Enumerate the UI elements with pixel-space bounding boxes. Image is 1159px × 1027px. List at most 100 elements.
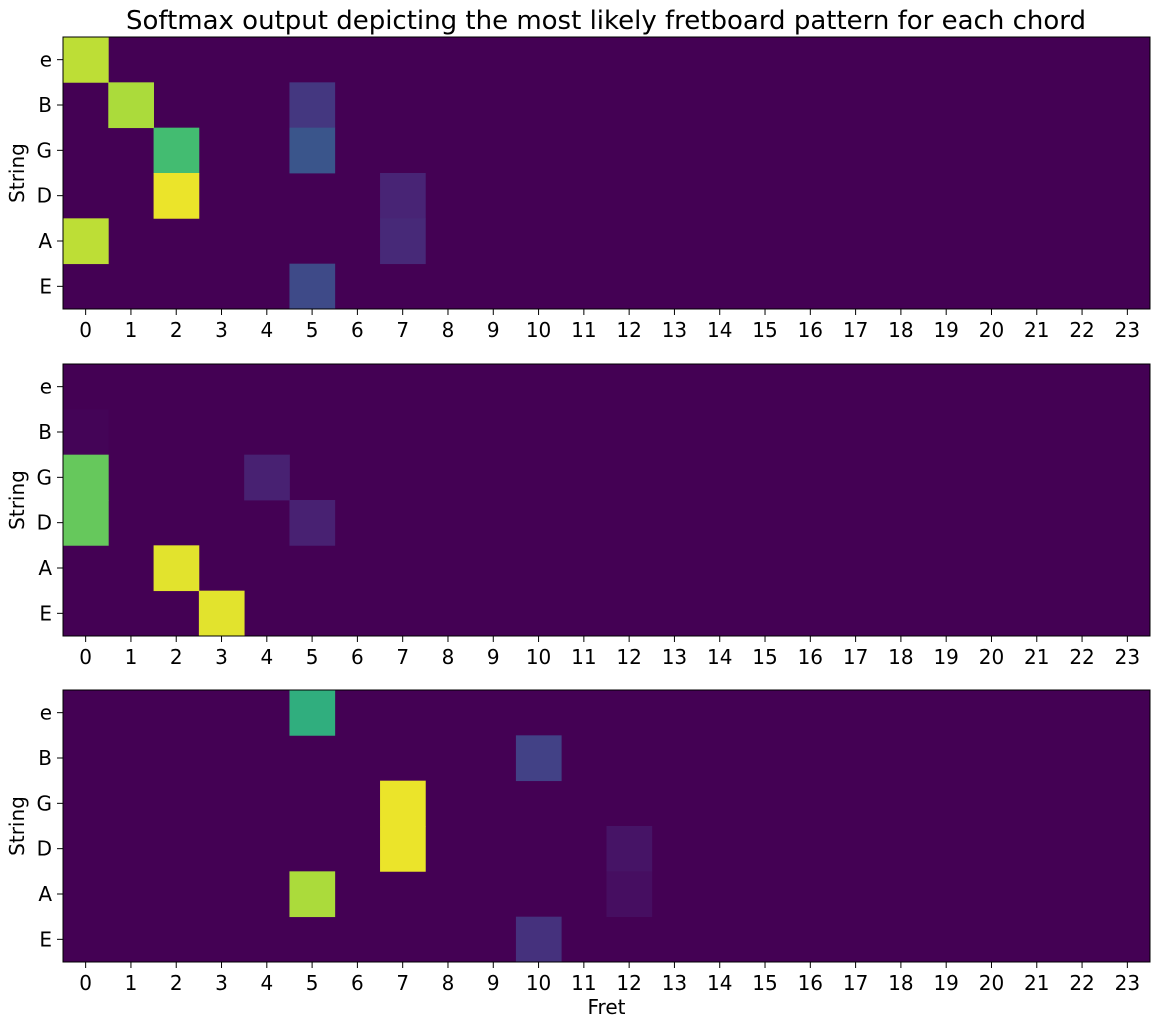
- x-tick-label: 8: [442, 971, 455, 995]
- x-tick-label: 15: [752, 645, 777, 669]
- x-tick-label: 14: [707, 318, 732, 342]
- heatmap-cell-A-7: [380, 218, 426, 265]
- x-tick-label: 14: [707, 971, 732, 995]
- x-tick-label: 1: [125, 318, 138, 342]
- x-tick-label: 2: [170, 645, 183, 669]
- y-tick-label: e: [40, 701, 52, 725]
- x-tick-label: 16: [798, 645, 823, 669]
- y-tick-label: E: [39, 274, 52, 298]
- x-axis-label: Fret: [588, 995, 626, 1019]
- x-tick-label: 10: [526, 318, 551, 342]
- x-tick-label: 5: [306, 645, 319, 669]
- y-tick-label: A: [38, 556, 52, 580]
- x-tick-label: 9: [487, 971, 500, 995]
- x-tick-label: 3: [215, 971, 228, 995]
- heatmap-cell-A-12: [606, 871, 653, 918]
- x-tick-label: 0: [79, 645, 92, 669]
- x-tick-label: 17: [843, 645, 868, 669]
- x-tick-label: 19: [933, 318, 958, 342]
- x-tick-label: 6: [351, 971, 364, 995]
- y-tick-label: A: [38, 229, 52, 253]
- x-tick-label: 2: [170, 971, 183, 995]
- heatmap-cell-D-12: [606, 826, 653, 872]
- heatmap-cell-G-0: [63, 454, 109, 501]
- x-tick-label: 14: [707, 645, 732, 669]
- x-tick-label: 18: [888, 318, 913, 342]
- heatmap-cell-E-3: [198, 590, 245, 637]
- x-tick-label: 12: [616, 645, 641, 669]
- y-tick-label: D: [37, 511, 52, 535]
- x-tick-label: 20: [979, 645, 1004, 669]
- y-tick-label: B: [38, 93, 52, 117]
- x-tick-label: 17: [843, 971, 868, 995]
- x-tick-label: 3: [215, 318, 228, 342]
- x-tick-label: 23: [1115, 318, 1140, 342]
- y-tick-label: B: [38, 746, 52, 770]
- x-tick-label: 13: [662, 318, 687, 342]
- heatmap-cell-E-10: [515, 916, 562, 963]
- x-tick-label: 22: [1069, 318, 1094, 342]
- x-tick-label: 22: [1069, 971, 1094, 995]
- x-tick-label: 15: [752, 971, 777, 995]
- heatmap-cell-A-0: [63, 218, 109, 265]
- heatmap-cell-D-0: [63, 500, 109, 546]
- x-tick-label: 18: [888, 645, 913, 669]
- heatmap-cell-D-2: [153, 173, 200, 219]
- x-tick-label: 10: [526, 645, 551, 669]
- y-tick-label: G: [37, 465, 53, 489]
- x-tick-label: 12: [616, 318, 641, 342]
- x-tick-label: 11: [571, 318, 596, 342]
- x-tick-label: 5: [306, 318, 319, 342]
- x-tick-label: 9: [487, 318, 500, 342]
- heatmap-cell-D-5: [289, 500, 336, 546]
- heatmap-cell-A-2: [153, 545, 200, 592]
- heatmap-cell-D-7: [380, 826, 426, 872]
- x-tick-label: 1: [125, 645, 138, 669]
- heatmap-cell-e-5: [289, 690, 336, 736]
- x-tick-label: 18: [888, 971, 913, 995]
- y-tick-label: E: [39, 601, 52, 625]
- x-tick-label: 3: [215, 645, 228, 669]
- heatmap-cell-A-5: [289, 871, 336, 918]
- x-tick-label: 21: [1024, 971, 1049, 995]
- x-tick-label: 7: [396, 645, 409, 669]
- x-tick-label: 22: [1069, 645, 1094, 669]
- y-tick-label: e: [40, 375, 52, 399]
- x-tick-label: 13: [662, 971, 687, 995]
- x-tick-label: 1: [125, 971, 138, 995]
- x-tick-label: 5: [306, 971, 319, 995]
- x-tick-label: 16: [798, 318, 823, 342]
- x-tick-label: 4: [260, 645, 273, 669]
- y-axis-label: String: [5, 796, 29, 856]
- x-tick-label: 19: [933, 971, 958, 995]
- x-tick-label: 7: [396, 971, 409, 995]
- heatmap-cell-e-0: [63, 37, 109, 83]
- x-tick-label: 23: [1115, 971, 1140, 995]
- x-tick-label: 12: [616, 971, 641, 995]
- y-axis-label: String: [5, 143, 29, 203]
- x-tick-label: 4: [260, 318, 273, 342]
- x-tick-label: 7: [396, 318, 409, 342]
- x-tick-label: 19: [933, 645, 958, 669]
- heatmap-cell-B-10: [515, 735, 562, 782]
- x-tick-label: 13: [662, 645, 687, 669]
- x-tick-label: 15: [752, 318, 777, 342]
- y-tick-label: G: [37, 138, 53, 162]
- y-tick-label: D: [37, 184, 52, 208]
- x-tick-label: 6: [351, 318, 364, 342]
- x-tick-label: 4: [260, 971, 273, 995]
- x-tick-label: 10: [526, 971, 551, 995]
- y-tick-label: e: [40, 48, 52, 72]
- y-tick-label: E: [39, 927, 52, 951]
- x-tick-label: 21: [1024, 645, 1049, 669]
- heatmap-cell-G-4: [244, 454, 290, 501]
- x-tick-label: 17: [843, 318, 868, 342]
- y-tick-label: B: [38, 420, 52, 444]
- x-tick-label: 20: [979, 318, 1004, 342]
- heatmap-cell-E-5: [289, 263, 336, 310]
- heatmap-cell-G-7: [380, 780, 426, 827]
